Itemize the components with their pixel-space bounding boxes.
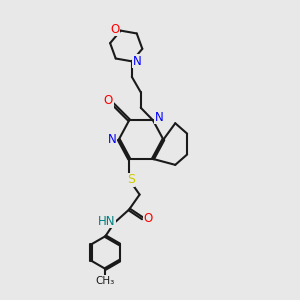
Text: S: S	[127, 173, 135, 186]
Text: O: O	[111, 22, 120, 36]
Text: N: N	[154, 111, 163, 124]
Text: N: N	[133, 55, 142, 68]
Text: CH₃: CH₃	[96, 276, 115, 286]
Text: O: O	[104, 94, 113, 107]
Text: N: N	[108, 133, 117, 146]
Text: HN: HN	[98, 215, 116, 228]
Text: O: O	[143, 212, 152, 225]
